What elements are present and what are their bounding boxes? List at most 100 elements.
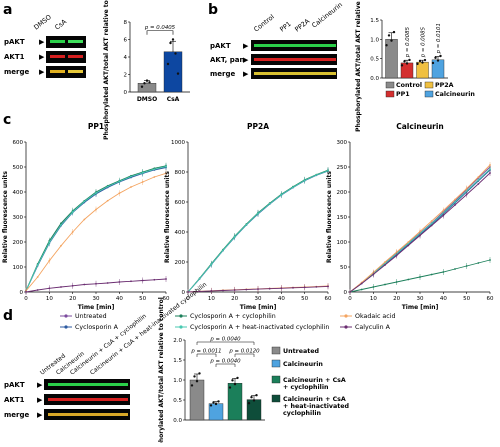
data-point (477, 183, 480, 185)
data-point (245, 288, 248, 291)
data-point (71, 211, 74, 213)
legend-label: Calyculin A (355, 324, 391, 331)
data-point (153, 278, 156, 281)
data-point (400, 64, 404, 67)
y-tick-label: 500 (13, 165, 24, 171)
legend-swatch (385, 81, 395, 89)
data-point (360, 282, 363, 285)
blot-strip-akt1 (46, 51, 86, 63)
x-axis-label: Time [min] (78, 304, 115, 311)
data-point (169, 41, 172, 45)
data-point (257, 288, 259, 291)
legend-swatch (271, 394, 281, 403)
arrow-icon: ▶ (243, 70, 249, 78)
y-tick-label: 300 (13, 215, 24, 221)
data-point (360, 288, 363, 291)
x-tick-label: 0 (348, 296, 352, 302)
panel-letter-a: a (3, 2, 12, 18)
line-chart-title: PP1 (88, 122, 104, 131)
data-point (217, 400, 220, 403)
data-point (252, 399, 256, 402)
x-tick-label: 20 (69, 296, 76, 302)
significance-bracket (215, 363, 236, 367)
data-point (315, 174, 318, 176)
data-point (118, 180, 121, 183)
arrow-icon: ▶ (37, 381, 43, 389)
data-point (430, 220, 433, 222)
data-point (489, 164, 491, 166)
data-point (454, 201, 456, 203)
data-point (384, 264, 386, 266)
lane-label-calcineurin: Calcineurin (310, 1, 344, 30)
arrow-icon: ▶ (39, 38, 45, 46)
legend-swatch (271, 346, 281, 355)
data-point (106, 185, 109, 188)
data-point (423, 58, 427, 62)
data-point (454, 204, 456, 206)
data-point (171, 38, 175, 41)
p-value-label: p = 0.0085 (405, 26, 411, 58)
legend-swatch (271, 359, 281, 368)
y-tick-label: 400 (175, 230, 186, 236)
data-point (214, 402, 218, 406)
line-chart-title: PP2A (247, 122, 269, 131)
series-line (25, 166, 167, 291)
p-value-label: p = 0.0040 (209, 337, 241, 343)
x-axis-label: Time [min] (402, 304, 439, 311)
lane-label-dmso: DMSO (32, 13, 53, 32)
data-point (106, 199, 109, 202)
legend-label: Calcineurin (435, 91, 475, 98)
data-point (233, 382, 237, 386)
y-axis-label: Phosphorylated AKT/total AKT relative to… (158, 297, 165, 443)
data-point (148, 81, 151, 84)
y-axis-label: Relative fluorescence units (2, 171, 9, 263)
data-point (327, 169, 329, 172)
data-point (434, 56, 437, 59)
data-point (436, 59, 440, 62)
x-tick-label: 20 (231, 296, 238, 302)
legend-marker (64, 325, 68, 329)
data-point (36, 289, 39, 291)
data-point (25, 291, 27, 293)
data-point (419, 230, 421, 233)
blot-band (48, 398, 128, 401)
panel-a-blot: DMSO CsA pAKT ▶ AKT1 ▶ merge ▶ (4, 13, 86, 78)
panel-letter-b: b (208, 2, 218, 18)
legend-marker (179, 325, 183, 329)
data-point (141, 181, 144, 183)
lane-label-pp1: PP1 (278, 20, 292, 34)
data-point (95, 208, 97, 211)
series-line (187, 170, 329, 293)
bar (137, 83, 157, 93)
data-point (236, 376, 239, 380)
blot-strip-pakt (46, 36, 86, 48)
data-point (195, 380, 199, 383)
lane-label-pp2a: PP2A (293, 17, 311, 34)
data-point (390, 39, 393, 42)
data-point (130, 175, 132, 178)
data-point (384, 283, 386, 286)
data-point (83, 218, 86, 221)
data-point (222, 249, 224, 252)
x-tick-label: 40 (116, 296, 123, 302)
data-point (198, 277, 201, 280)
data-point (36, 264, 39, 266)
legend-label: Untreated (283, 348, 319, 355)
data-point (174, 52, 177, 55)
data-point (384, 262, 386, 265)
legend-label: Calcineurin (283, 361, 323, 368)
data-point (442, 271, 445, 273)
blot-row-label: merge (210, 70, 236, 78)
data-point (465, 193, 468, 196)
data-point (416, 62, 419, 66)
data-point (385, 44, 388, 47)
panel-letter-c: c (3, 112, 11, 128)
y-tick-label: 0 (182, 290, 186, 296)
data-point (210, 290, 213, 292)
legend-label: Calcineurin + CsA + cyclophilin (283, 377, 346, 391)
data-point (395, 254, 398, 257)
blot-band (254, 72, 336, 75)
y-tick-label: 0.5 (370, 57, 379, 63)
arrow-icon: ▶ (39, 68, 45, 76)
legend-label: PP1 (396, 91, 410, 98)
